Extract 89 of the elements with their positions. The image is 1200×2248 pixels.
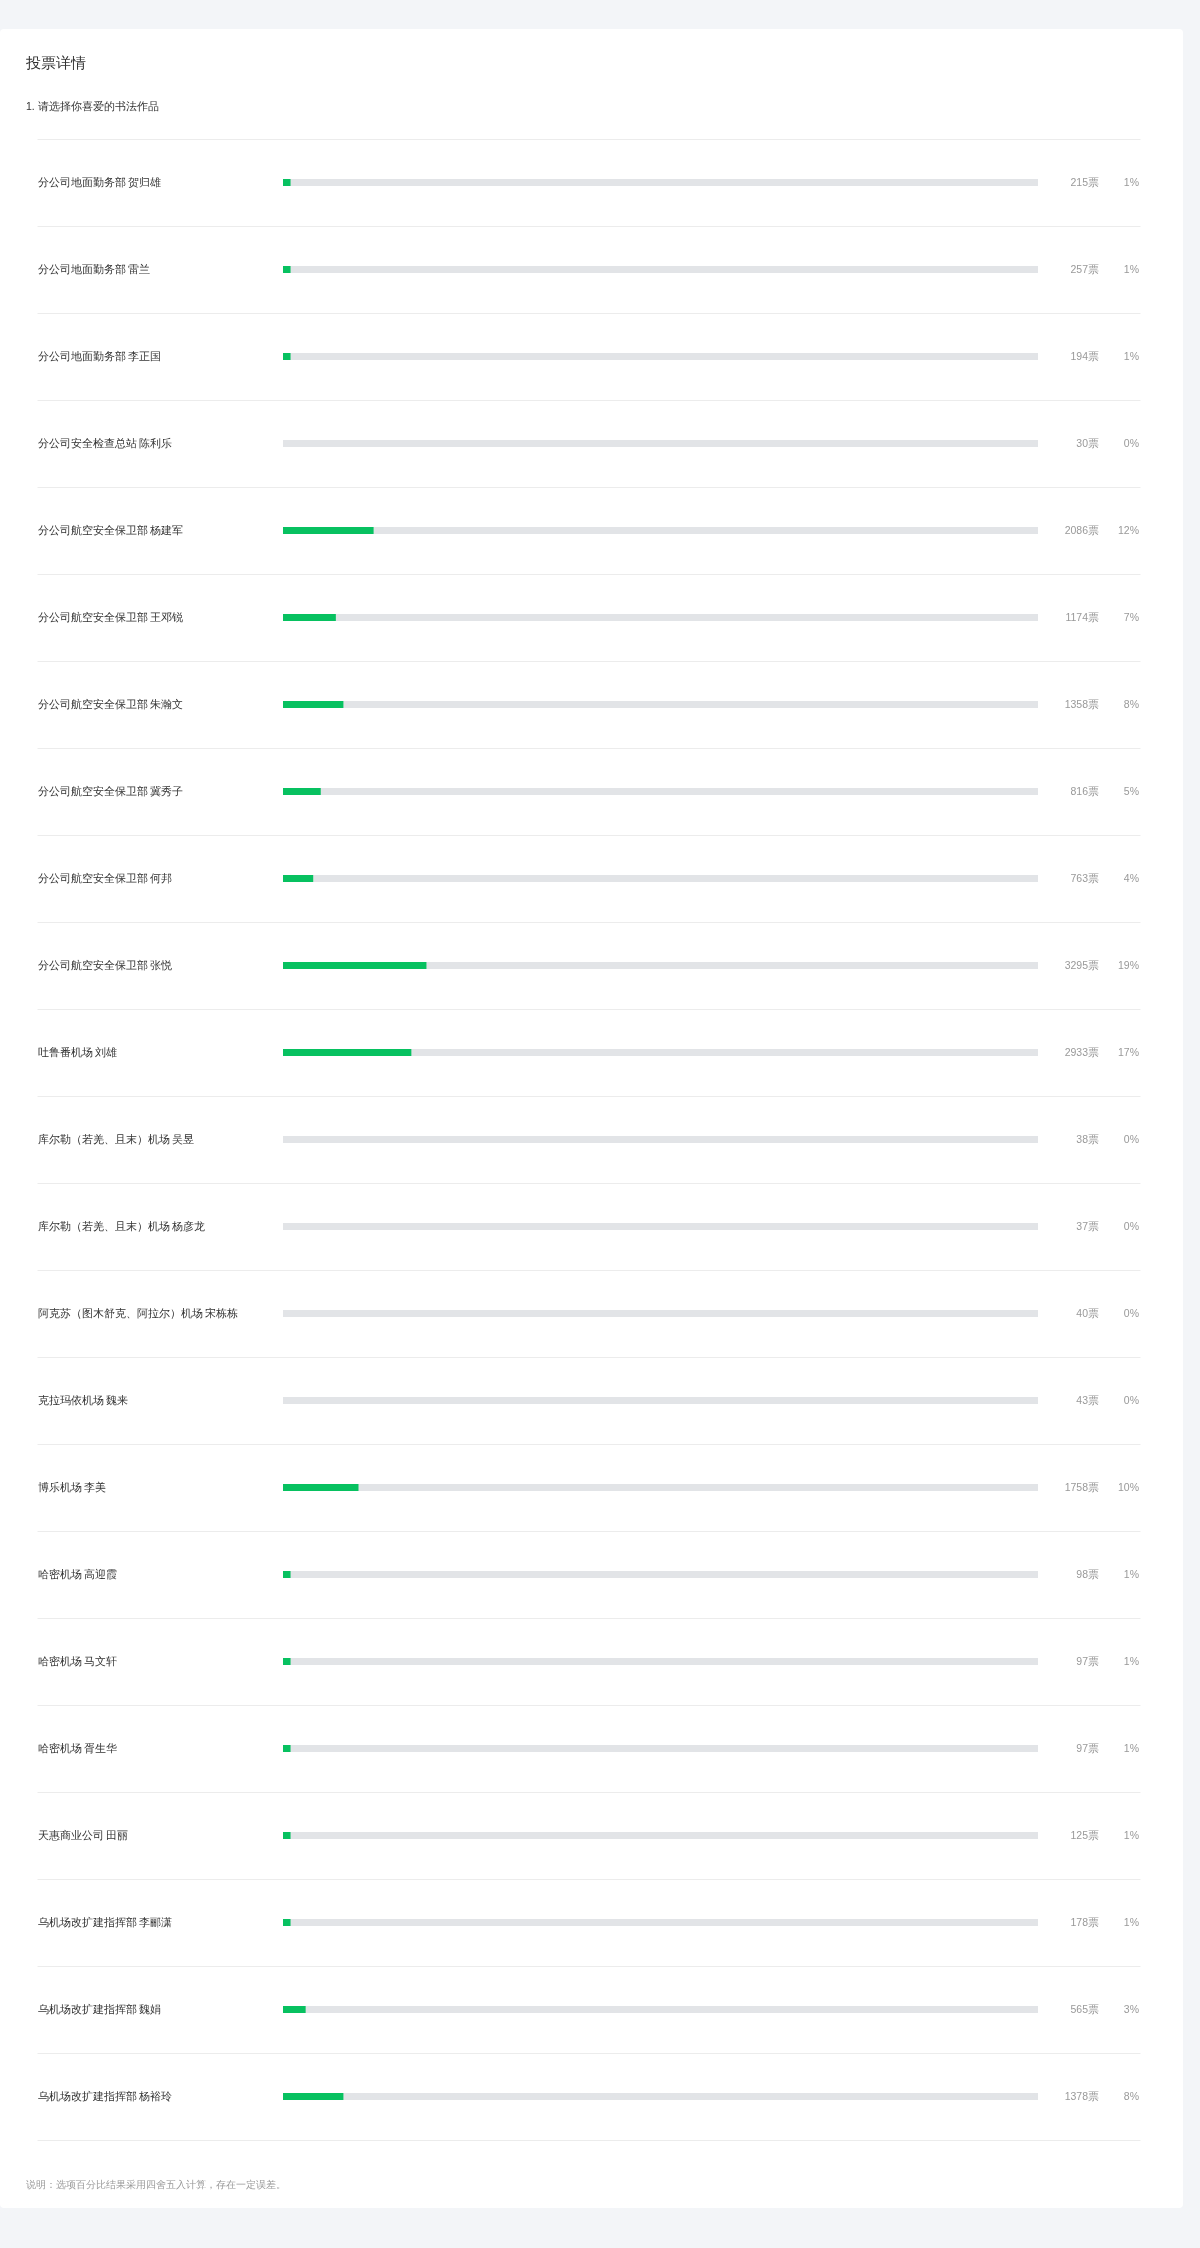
text: 125票 [1070,1828,1099,1841]
text: 763票 [1070,871,1099,884]
y-tick-label: 克拉玛依机场 魏来 [37,1393,129,1406]
y-tick-label: 分公司航空安全保卫部 杨建军 [37,523,184,536]
text: 1174票 [1065,610,1099,623]
text: 投票详情 [25,53,86,71]
y-tick-label: 分公司安全检查总站 陈利乐 [37,436,173,449]
text: 2933票 [1064,1045,1099,1058]
y-tick-label: 哈密机场 马文轩 [37,1654,118,1667]
text: 1758票 [1064,1480,1099,1493]
bar [283,1658,291,1665]
data-label: 8% [1123,697,1139,710]
y-tick-label: 分公司航空安全保卫部 王邓锐 [37,610,184,623]
data-label: 17% [1117,1045,1139,1058]
text: 43票 [1076,1393,1099,1406]
text: 1. 请选择你喜爱的书法作品 [26,99,159,112]
text: 1378票 [1064,2089,1099,2102]
text: 40票 [1076,1306,1099,1319]
y-tick-label: 分公司航空安全保卫部 张悦 [37,958,173,971]
bar [283,2093,344,2100]
bar [283,962,427,969]
bar [283,2006,306,2013]
y-tick-label: 分公司航空安全保卫部 冀秀子 [37,784,184,797]
bar [283,1919,291,1926]
data-label: 0% [1123,1393,1139,1406]
bar [283,1832,291,1839]
bar [283,1571,291,1578]
data-label: 1% [1123,1567,1139,1580]
data-label: 19% [1117,958,1139,971]
text: 215票 [1070,175,1099,188]
y-tick-label: 乌机场改扩建指挥部 李郦潇 [37,1915,173,1928]
bar [283,527,374,534]
y-tick-label: 分公司航空安全保卫部 朱瀚文 [37,697,184,710]
data-label: 10% [1117,1480,1139,1493]
text: 3295票 [1064,958,1099,971]
data-label: 4% [1123,871,1139,884]
data-label: 1% [1123,1741,1139,1754]
text: 98票 [1076,1567,1099,1580]
y-tick-label: 分公司地面勤务部 贺归雄 [37,175,162,188]
data-label: 7% [1123,610,1139,623]
y-tick-label: 吐鲁番机场 刘雄 [37,1045,118,1058]
bar [283,1049,412,1056]
y-tick-label: 库尔勒（若羌、且末）机场 吴昱 [37,1132,195,1145]
bar [283,614,336,621]
y-tick-label: 博乐机场 李美 [37,1480,107,1493]
bar [283,701,344,708]
text: 2086票 [1064,523,1099,536]
y-tick-label: 分公司航空安全保卫部 何邦 [37,871,173,884]
data-label: 3% [1123,2002,1139,2015]
data-label: 0% [1123,1219,1139,1232]
text: 37票 [1076,1219,1099,1232]
bar [283,875,314,882]
bar [283,179,291,186]
y-tick-label: 分公司地面勤务部 雷兰 [37,262,151,275]
data-label: 8% [1123,2089,1139,2102]
data-label: 1% [1123,1915,1139,1928]
y-tick-label: 库尔勒（若羌、且末）机场 杨彦龙 [37,1219,206,1232]
y-tick-label: 乌机场改扩建指挥部 杨裕玲 [37,2089,173,2102]
data-label: 1% [1123,1654,1139,1667]
data-label: 0% [1123,436,1139,449]
text: 565票 [1070,2002,1099,2015]
data-label: 1% [1123,262,1139,275]
y-tick-label: 天惠商业公司 田丽 [37,1828,129,1841]
y-tick-label: 阿克苏（图木舒克、阿拉尔）机场 宋栋栋 [37,1306,239,1319]
text: 1358票 [1064,697,1099,710]
data-label: 1% [1123,349,1139,362]
data-label: 1% [1123,1828,1139,1841]
data-label: 12% [1117,523,1139,536]
bar [283,266,291,273]
y-tick-label: 分公司地面勤务部 李正国 [37,349,162,362]
data-label: 5% [1123,784,1139,797]
bar [283,788,321,795]
data-label: 0% [1123,1132,1139,1145]
bar [283,1484,359,1491]
text: 97票 [1076,1654,1099,1667]
data-label: 1% [1123,175,1139,188]
y-tick-label: 哈密机场 胥生华 [37,1741,118,1754]
text: 178票 [1070,1915,1099,1928]
text: 38票 [1076,1132,1099,1145]
text: 257票 [1070,262,1099,275]
y-tick-label: 哈密机场 高迎霞 [37,1567,118,1580]
text: 816票 [1070,784,1099,797]
text: 97票 [1076,1741,1099,1754]
bar [283,353,291,360]
data-label: 0% [1123,1306,1139,1319]
text: 194票 [1070,349,1099,362]
y-tick-label: 乌机场改扩建指挥部 魏娟 [37,2002,162,2015]
text: 30票 [1076,436,1099,449]
bar [283,1745,291,1752]
